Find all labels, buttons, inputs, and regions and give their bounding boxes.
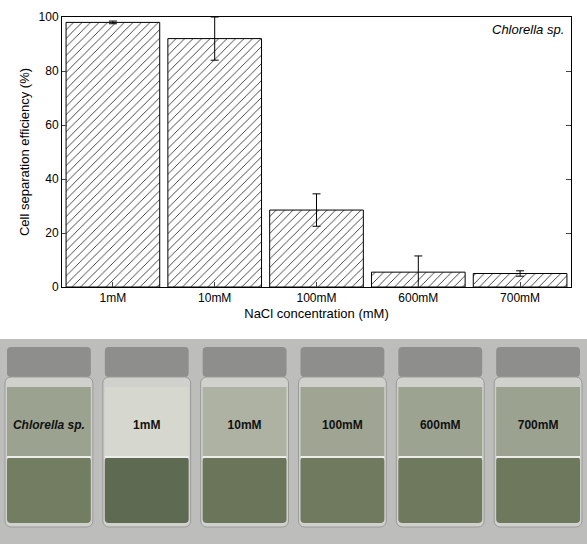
svg-text:20: 20 <box>45 226 59 240</box>
svg-text:10mM: 10mM <box>228 418 262 432</box>
svg-text:1mM: 1mM <box>133 418 160 432</box>
svg-text:Chlorella sp.: Chlorella sp. <box>13 418 85 432</box>
svg-text:700mM: 700mM <box>500 291 540 305</box>
svg-text:Cell separation efficiency (%): Cell separation efficiency (%) <box>17 68 32 236</box>
svg-text:700mM: 700mM <box>518 418 559 432</box>
svg-text:1mM: 1mM <box>100 291 127 305</box>
svg-text:100mM: 100mM <box>322 418 363 432</box>
svg-text:600mM: 600mM <box>420 418 461 432</box>
svg-text:600mM: 600mM <box>398 291 438 305</box>
svg-text:80: 80 <box>45 64 59 78</box>
svg-text:10mM: 10mM <box>198 291 231 305</box>
svg-text:40: 40 <box>45 172 59 186</box>
svg-text:NaCl concentration (mM): NaCl concentration (mM) <box>244 306 389 321</box>
svg-text:100mM: 100mM <box>296 291 336 305</box>
svg-text:0: 0 <box>52 280 59 294</box>
svg-text:Chlorella sp.: Chlorella sp. <box>492 22 564 37</box>
svg-text:100: 100 <box>39 10 59 24</box>
svg-text:60: 60 <box>45 118 59 132</box>
